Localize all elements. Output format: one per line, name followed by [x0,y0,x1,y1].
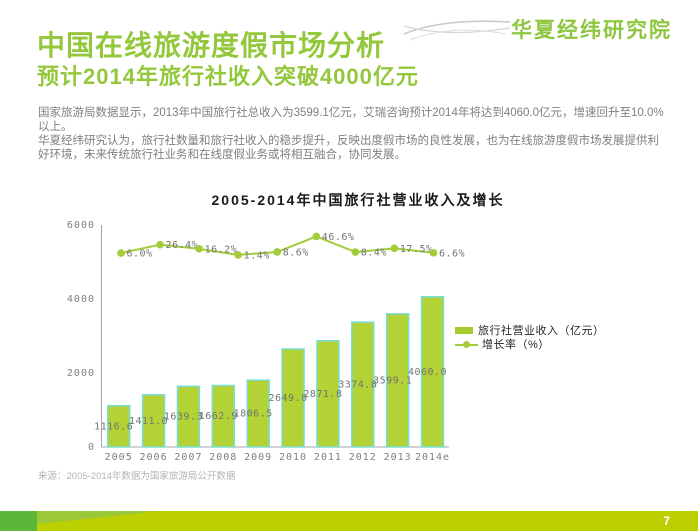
body-text: 国家旅游局数据显示，2013年中国旅行社总收入为3599.1亿元，艾瑞咨询预计2… [38,106,668,162]
bar-value-label: 1639.3 [164,412,203,423]
x-tick-label: 2011 [314,452,342,463]
logo-text: 华夏经纬研究院 [511,18,672,42]
growth-line-marker [234,251,242,259]
y-tick-label: 0 [88,442,95,453]
source-note: 来源：2005-2014年数据为国家旅游局公开数据 [38,471,236,482]
x-tick-label: 2009 [244,452,272,463]
growth-line [120,235,434,256]
growth-line-marker [195,245,203,253]
logo-swoosh-icon [403,20,511,41]
growth-line-marker [429,248,438,257]
page-title: 中国在线旅游度假市场分析 [37,30,386,61]
revenue-bar [211,384,236,448]
bar-value-label: 3374.8 [338,380,377,391]
revenue-bar [316,339,340,448]
growth-value-label: 17.5% [400,244,433,255]
y-tick-label: 2000 [67,368,95,379]
x-tick-label: 2010 [279,452,307,463]
footer-accent-wedge [37,511,161,524]
growth-line-marker [117,249,125,257]
body-paragraph-1: 国家旅游局数据显示，2013年中国旅行社总收入为3599.1亿元，艾瑞咨询预计2… [38,107,664,133]
growth-line-marker [390,244,399,253]
bar-value-label: 1662.9 [199,411,238,422]
growth-line-marker [273,248,282,256]
x-tick-label: 2014e [415,452,450,463]
x-tick-label: 2005 [105,452,133,463]
growth-value-label: 8.6% [283,247,309,258]
growth-value-label: 8.4% [361,248,387,259]
growth-line-marker [312,232,321,241]
growth-value-label: 46.6% [322,232,355,243]
revenue-bar [281,348,305,448]
x-tick-label: 2013 [384,452,412,463]
x-tick-label: 2006 [140,452,168,463]
bar-value-label: 1806.5 [234,409,273,420]
legend-item-growth: 增长率（%） [455,337,605,351]
revenue-bar [385,313,410,448]
bar-value-label: 1411.0 [129,416,168,427]
x-tick-label: 2008 [209,452,237,463]
bar-value-label: 2649.0 [268,393,307,404]
footer-accent-block [0,511,37,531]
logo: 华夏经纬研究院 [403,14,672,44]
line-series-swatch [455,340,478,348]
bar-value-label: 3599.1 [373,375,412,386]
legend-label-growth: 增长率（%） [482,339,550,351]
chart-legend: 旅行社营业收入（亿元） 增长率（%） [455,323,605,351]
x-tick-label: 2007 [174,452,202,463]
revenue-bar [106,404,131,448]
page-number: 7 [663,514,670,528]
footer: 7 [0,511,698,531]
bar-value-label: 1116.6 [94,421,133,432]
bar-value-label: 4060.0 [408,367,447,378]
growth-line-marker [351,248,360,256]
revenue-bar [420,296,445,448]
growth-line-marker [156,240,164,249]
bar-series-swatch [455,326,473,334]
body-paragraph-2: 华夏经纬研究认为，旅行社数量和旅行社收入的稳步提升，反映出度假市场的良性发展，也… [38,135,659,161]
revenue-bar [176,385,201,448]
growth-value-label: 6.0% [127,249,153,260]
chart-title: 2005-2014年中国旅行社营业收入及增长 [211,192,505,208]
growth-value-label: 16.2% [205,244,238,255]
growth-value-label: 26.4% [166,240,199,251]
bar-value-label: 2871.8 [303,389,342,400]
revenue-bar [351,321,375,448]
page-subtitle: 预计2014年旅行社收入突破4000亿元 [37,64,419,89]
revenue-bar [246,379,270,448]
legend-label-revenue: 旅行社营业收入（亿元） [478,325,605,337]
y-tick-label: 4000 [67,294,95,305]
legend-item-revenue: 旅行社营业收入（亿元） [455,323,605,337]
x-tick-label: 2012 [349,452,377,463]
revenue-bar [141,394,166,448]
growth-value-label: 6.6% [439,248,465,259]
y-tick-label: 6000 [67,220,95,231]
growth-value-label: 1.4% [244,250,270,261]
